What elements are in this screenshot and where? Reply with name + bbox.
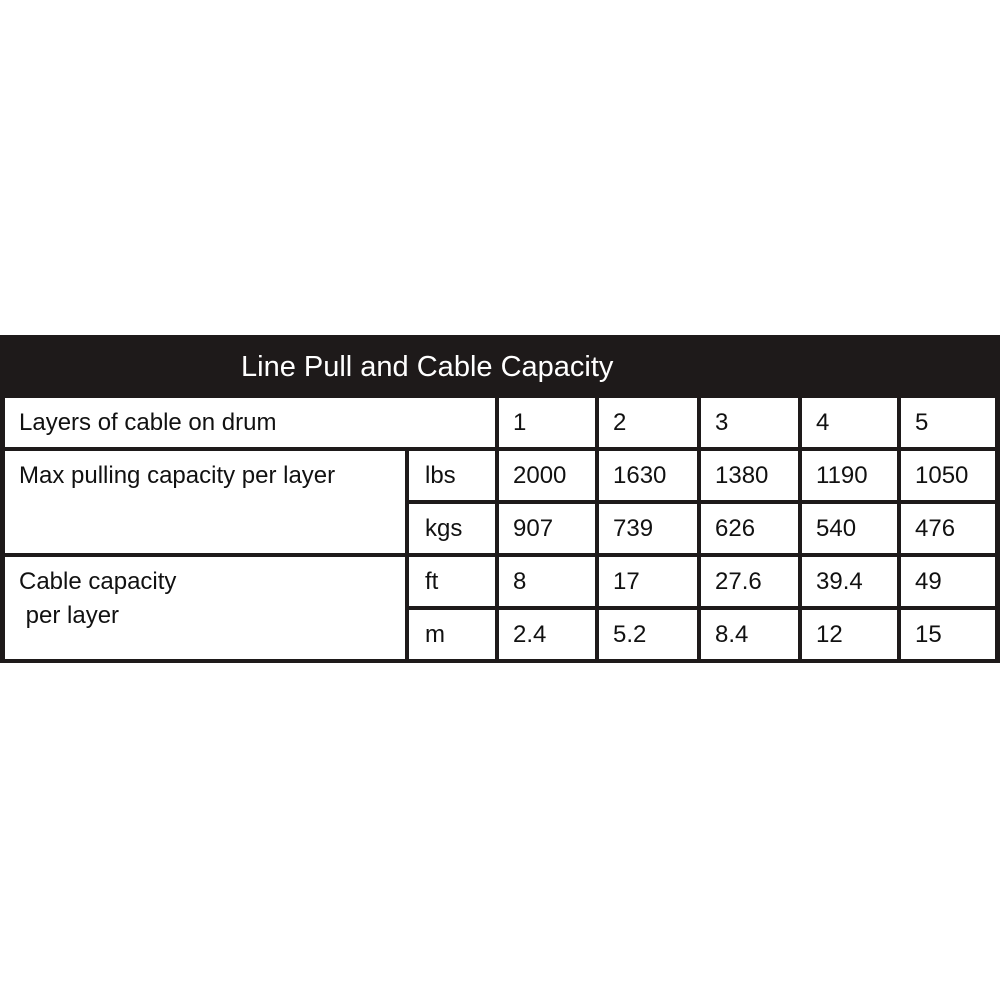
group-label-cell: Cable capacity per layer xyxy=(5,557,405,659)
value-cell: 15 xyxy=(901,610,995,659)
layer-header-cell: 2 xyxy=(599,398,697,447)
value-cell: 39.4 xyxy=(802,557,897,606)
layer-header-cell: 4 xyxy=(802,398,897,447)
value-cell: 1050 xyxy=(901,451,995,500)
unit-cell: kgs xyxy=(409,504,495,553)
value-cell: 739 xyxy=(599,504,697,553)
unit-cell: ft xyxy=(409,557,495,606)
value-cell: 907 xyxy=(499,504,595,553)
group-label-cell: Max pulling capacity per layer xyxy=(5,451,405,553)
layer-header-cell: 5 xyxy=(901,398,995,447)
value-cell: 2000 xyxy=(499,451,595,500)
capacity-table: Layers of cable on drum 1 2 3 4 5 Max pulling … xyxy=(5,398,995,659)
value-cell: 626 xyxy=(701,504,798,553)
unit-cell: lbs xyxy=(409,451,495,500)
layer-header-cell: 1 xyxy=(499,398,595,447)
capacity-table-panel: Line Pull and Cable Capacity Layers of c… xyxy=(0,335,1000,663)
value-cell: 27.6 xyxy=(701,557,798,606)
value-cell: 49 xyxy=(901,557,995,606)
value-cell: 1380 xyxy=(701,451,798,500)
value-cell: 1190 xyxy=(802,451,897,500)
header-label-cell: Layers of cable on drum xyxy=(5,398,495,447)
value-cell: 5.2 xyxy=(599,610,697,659)
value-cell: 8 xyxy=(499,557,595,606)
value-cell: 17 xyxy=(599,557,697,606)
value-cell: 2.4 xyxy=(499,610,595,659)
table-title: Line Pull and Cable Capacity xyxy=(241,351,614,383)
value-cell: 540 xyxy=(802,504,897,553)
value-cell: 8.4 xyxy=(701,610,798,659)
value-cell: 12 xyxy=(802,610,897,659)
unit-cell: m xyxy=(409,610,495,659)
layer-header-cell: 3 xyxy=(701,398,798,447)
value-cell: 476 xyxy=(901,504,995,553)
value-cell: 1630 xyxy=(599,451,697,500)
